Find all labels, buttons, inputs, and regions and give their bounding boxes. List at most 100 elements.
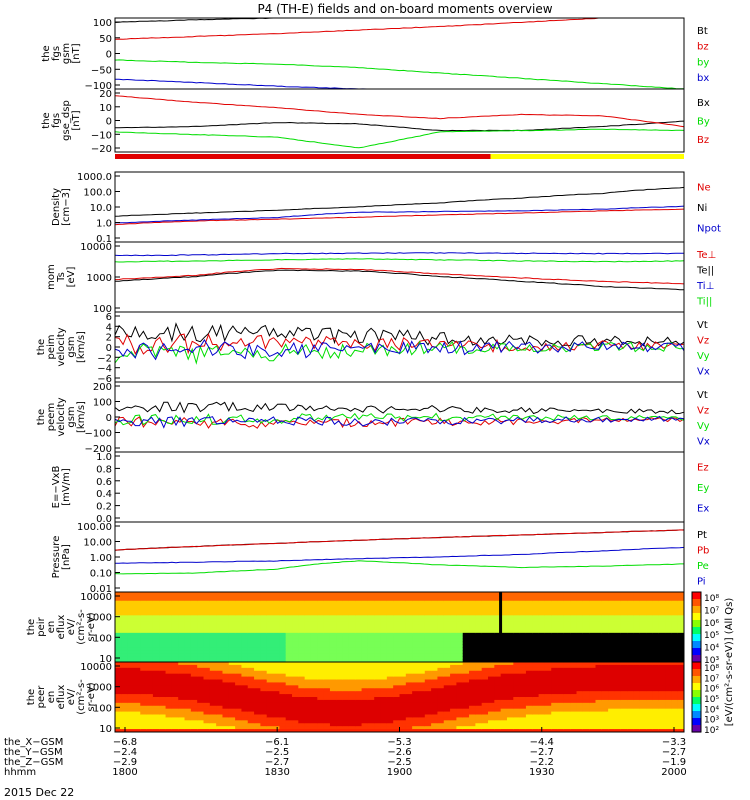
spectrogram-cell [563, 606, 571, 610]
legend-ti: Ti|| [696, 296, 712, 307]
spectrogram-cell [273, 667, 280, 672]
spectrogram-cell [538, 624, 546, 628]
spectrogram-cell [165, 726, 173, 730]
spectrogram-cell [570, 603, 578, 608]
spectrogram-cell [412, 597, 419, 602]
spectrogram-cell [336, 688, 344, 692]
spectrogram-cell [165, 647, 173, 651]
spectrogram-cell [671, 717, 679, 721]
spectrogram-cell [254, 641, 261, 645]
spectrogram-cell [652, 682, 660, 686]
spectrogram-cell [146, 621, 154, 625]
spectrogram-cell [582, 673, 590, 678]
spectrogram-cell [380, 679, 388, 683]
spectrogram-cell [677, 705, 685, 710]
spectrogram-cell [456, 609, 464, 613]
spectrogram-cell [184, 653, 192, 657]
spectrogram-cell [475, 726, 483, 730]
spectrogram-cell [494, 685, 502, 689]
spectrogram-cell [601, 641, 609, 645]
spectrogram-cell [494, 612, 502, 616]
spectrogram-cell [329, 711, 337, 715]
spectrogram-cell [525, 685, 533, 689]
spectrogram-cell [500, 600, 508, 605]
spectrogram-cell [374, 653, 382, 657]
spectrogram-cell [241, 650, 249, 654]
spectrogram-cell [601, 629, 609, 634]
spectrogram-cell [146, 676, 154, 680]
spectrogram-cell [665, 705, 672, 710]
spectrogram-cell [216, 606, 223, 610]
spectrogram-cell [235, 621, 242, 625]
spectrogram-cell [222, 705, 230, 710]
spectrogram-cell [127, 647, 135, 651]
spectrogram-cell [494, 621, 502, 625]
spectrogram-cell [197, 708, 205, 713]
spectrogram-cell [386, 708, 394, 713]
spectrogram-cell [570, 606, 578, 610]
x-tick-label: −2.5 [387, 757, 411, 768]
spectrogram-cell [386, 594, 394, 599]
spectrogram-cell [469, 691, 476, 695]
spectrogram-cell [216, 685, 223, 689]
spectrogram-cell [115, 723, 122, 727]
colorbar-swatch [692, 592, 701, 600]
spectrogram-cell [620, 673, 628, 678]
spectrogram-cell [133, 664, 141, 669]
spectrogram-cell [298, 711, 306, 715]
spectrogram-cell [355, 632, 363, 637]
spectrogram-cell [329, 656, 337, 660]
spectrogram-cell [140, 714, 148, 718]
spectrogram-cell [431, 638, 438, 643]
spectrogram-cell [393, 682, 400, 686]
spectrogram-cell [576, 600, 584, 605]
spectrogram-cell [266, 723, 274, 727]
spectrogram-cell [355, 723, 363, 727]
spectrogram-cell [133, 627, 141, 631]
spectrogram-cell [671, 600, 679, 605]
spectrogram-cell [159, 632, 167, 637]
spectrogram-cell [304, 632, 312, 637]
spectrogram-cell [121, 603, 129, 608]
spectrogram-cell [557, 627, 565, 631]
spectrogram-cell [620, 702, 628, 707]
spectrogram-cell [197, 662, 205, 666]
y-axis-label: E=−VxB [51, 466, 62, 509]
y-tick-label: 100 [93, 18, 112, 29]
spectrogram-cell [412, 729, 419, 733]
spectrogram-cell [658, 650, 666, 654]
spectrogram-cell [469, 621, 476, 625]
spectrogram-cell [639, 723, 647, 727]
spectrogram-cell [127, 627, 135, 631]
spectrogram-cell [273, 705, 280, 710]
spectrogram-cell [652, 708, 660, 713]
spectrogram-cell [614, 609, 622, 613]
spectrogram-cell [159, 679, 167, 683]
spectrogram-cell [405, 597, 413, 602]
spectrogram-cell [367, 685, 375, 689]
spectrogram-cell [254, 670, 261, 675]
spectrogram-cell [197, 629, 205, 634]
spectrogram-cell [273, 679, 280, 683]
spectrogram-cell [159, 618, 167, 622]
spectrogram-cell [279, 676, 287, 680]
y-axis-label: velocity [56, 397, 67, 436]
spectrogram-cell [380, 618, 388, 622]
y-tick-label: 100.0 [83, 188, 112, 199]
spectrogram-cell [260, 653, 268, 657]
spectrogram-cell [310, 615, 318, 619]
spectrogram-cell [380, 609, 388, 613]
spectrogram-cell [348, 629, 356, 634]
spectrogram-cell [323, 624, 331, 628]
spectrogram-cell [260, 609, 268, 613]
spectrogram-cell [633, 621, 641, 625]
spectrogram-cell [525, 597, 533, 602]
spectrogram-cell [506, 711, 514, 715]
spectrogram-cell [412, 705, 419, 710]
spectrogram-cell [443, 659, 451, 663]
spectrogram-cell [418, 667, 426, 672]
spectrogram-cell [152, 726, 160, 730]
spectrogram-cell [462, 705, 470, 710]
spectrogram-cell [121, 618, 129, 622]
spectrogram-cell [159, 723, 167, 727]
